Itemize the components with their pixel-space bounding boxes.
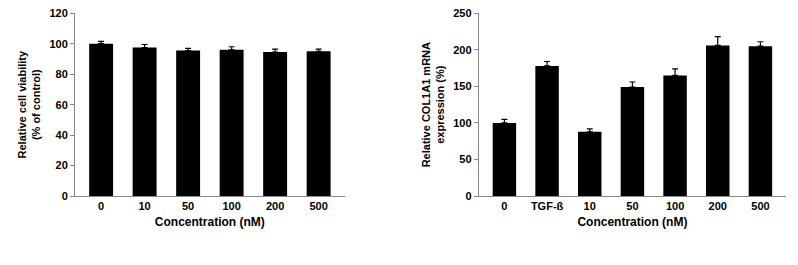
svg-text:100: 100 <box>453 117 471 129</box>
svg-text:10: 10 <box>138 200 150 212</box>
svg-text:150: 150 <box>453 80 471 92</box>
svg-text:40: 40 <box>56 129 68 141</box>
svg-text:200: 200 <box>453 44 471 56</box>
svg-text:0: 0 <box>98 200 104 212</box>
svg-text:0: 0 <box>465 190 471 202</box>
svg-text:TGF-ß: TGF-ß <box>531 200 564 212</box>
svg-text:20: 20 <box>56 159 68 171</box>
svg-text:50: 50 <box>182 200 194 212</box>
svg-text:120: 120 <box>49 7 67 19</box>
svg-text:60: 60 <box>56 99 68 111</box>
svg-text:50: 50 <box>459 153 471 165</box>
svg-text:Concentration (nM): Concentration (nM) <box>577 215 687 229</box>
svg-text:200: 200 <box>266 200 284 212</box>
svg-text:500: 500 <box>751 200 769 212</box>
svg-text:Relative COL1A1 mRNAexpression: Relative COL1A1 mRNAexpression (%) <box>420 42 446 167</box>
svg-text:0: 0 <box>501 200 507 212</box>
svg-text:50: 50 <box>626 200 638 212</box>
svg-text:100: 100 <box>49 38 67 50</box>
svg-text:100: 100 <box>222 200 240 212</box>
svg-text:10: 10 <box>584 200 596 212</box>
svg-text:100: 100 <box>666 200 684 212</box>
svg-text:250: 250 <box>453 7 471 19</box>
svg-text:0: 0 <box>62 190 68 202</box>
svg-text:Concentration (nM): Concentration (nM) <box>155 215 265 229</box>
svg-text:Relative cell viability(% of c: Relative cell viability(% of control) <box>16 50 42 158</box>
svg-text:200: 200 <box>709 200 727 212</box>
svg-text:500: 500 <box>309 200 327 212</box>
svg-text:80: 80 <box>56 68 68 80</box>
